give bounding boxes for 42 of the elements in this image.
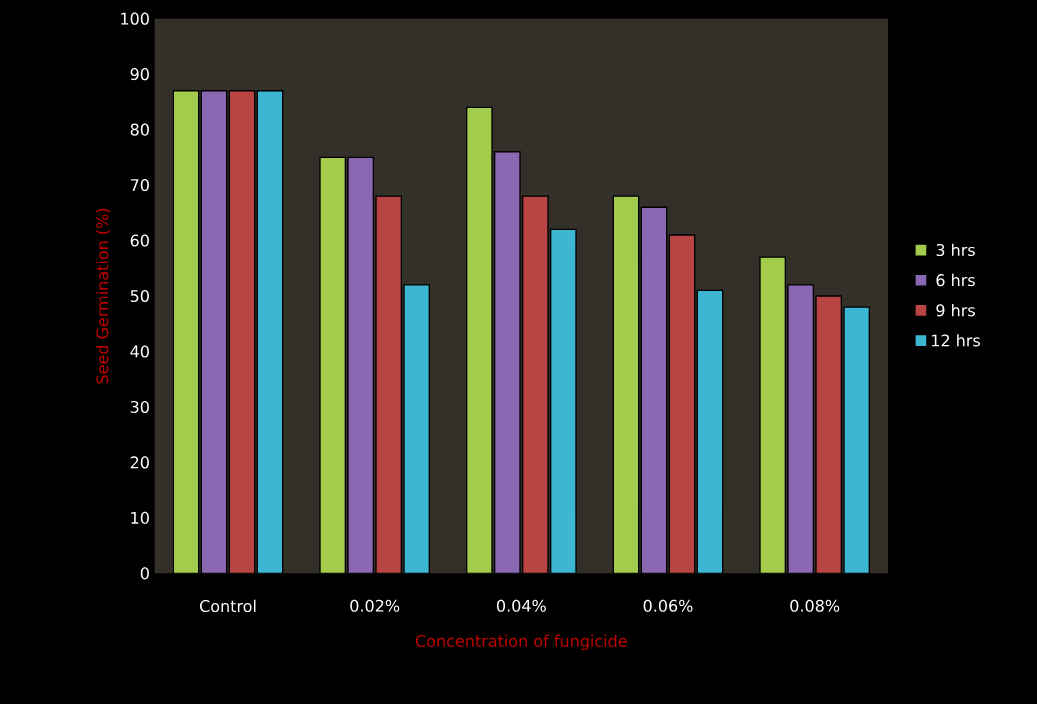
x-axis-title: Concentration of fungicide xyxy=(415,634,627,651)
bar xyxy=(173,90,199,574)
bar xyxy=(201,90,227,574)
y-tick-label: 60 xyxy=(130,234,149,247)
bar xyxy=(669,234,695,574)
bar xyxy=(229,90,255,574)
legend-label: 6 hrs xyxy=(936,273,975,287)
bar xyxy=(348,157,374,574)
bar xyxy=(522,196,549,574)
y-tick-label: 100 xyxy=(121,12,149,25)
bar xyxy=(494,151,521,574)
y-tick-label: 50 xyxy=(130,289,149,303)
y-axis-title: Seed Germination (%) xyxy=(96,208,111,384)
legend-label: 9 hrs xyxy=(936,304,975,317)
bar xyxy=(613,196,639,574)
y-tick-label: 0 xyxy=(140,567,149,580)
bar xyxy=(257,90,283,574)
bar xyxy=(466,107,493,574)
bar xyxy=(787,284,815,574)
y-tick-label: 90 xyxy=(130,68,149,81)
y-tick-label: 30 xyxy=(130,400,149,413)
bar xyxy=(320,157,346,574)
y-tick-label: 10 xyxy=(131,511,149,524)
bar xyxy=(376,196,402,574)
bar xyxy=(641,207,667,574)
x-tick-label: 0.08% xyxy=(790,599,840,612)
y-tick-label: 20 xyxy=(130,456,149,469)
bar xyxy=(759,256,787,574)
y-tick-label: 80 xyxy=(130,123,149,136)
legend-label: 12 hrs xyxy=(932,334,980,347)
bar xyxy=(697,290,723,574)
x-tick-label: 0.02% xyxy=(350,599,400,612)
bar xyxy=(843,306,871,574)
bar xyxy=(404,284,430,574)
bar xyxy=(550,229,577,574)
x-tick-label: Control xyxy=(199,599,256,613)
x-tick-label: 0.04% xyxy=(496,599,546,612)
x-tick-label: 0.06% xyxy=(643,599,693,612)
y-tick-label: 70 xyxy=(130,179,149,192)
legend-label: 3 hrs xyxy=(936,243,975,257)
y-tick-label: 40 xyxy=(130,345,149,358)
bar xyxy=(815,295,843,574)
